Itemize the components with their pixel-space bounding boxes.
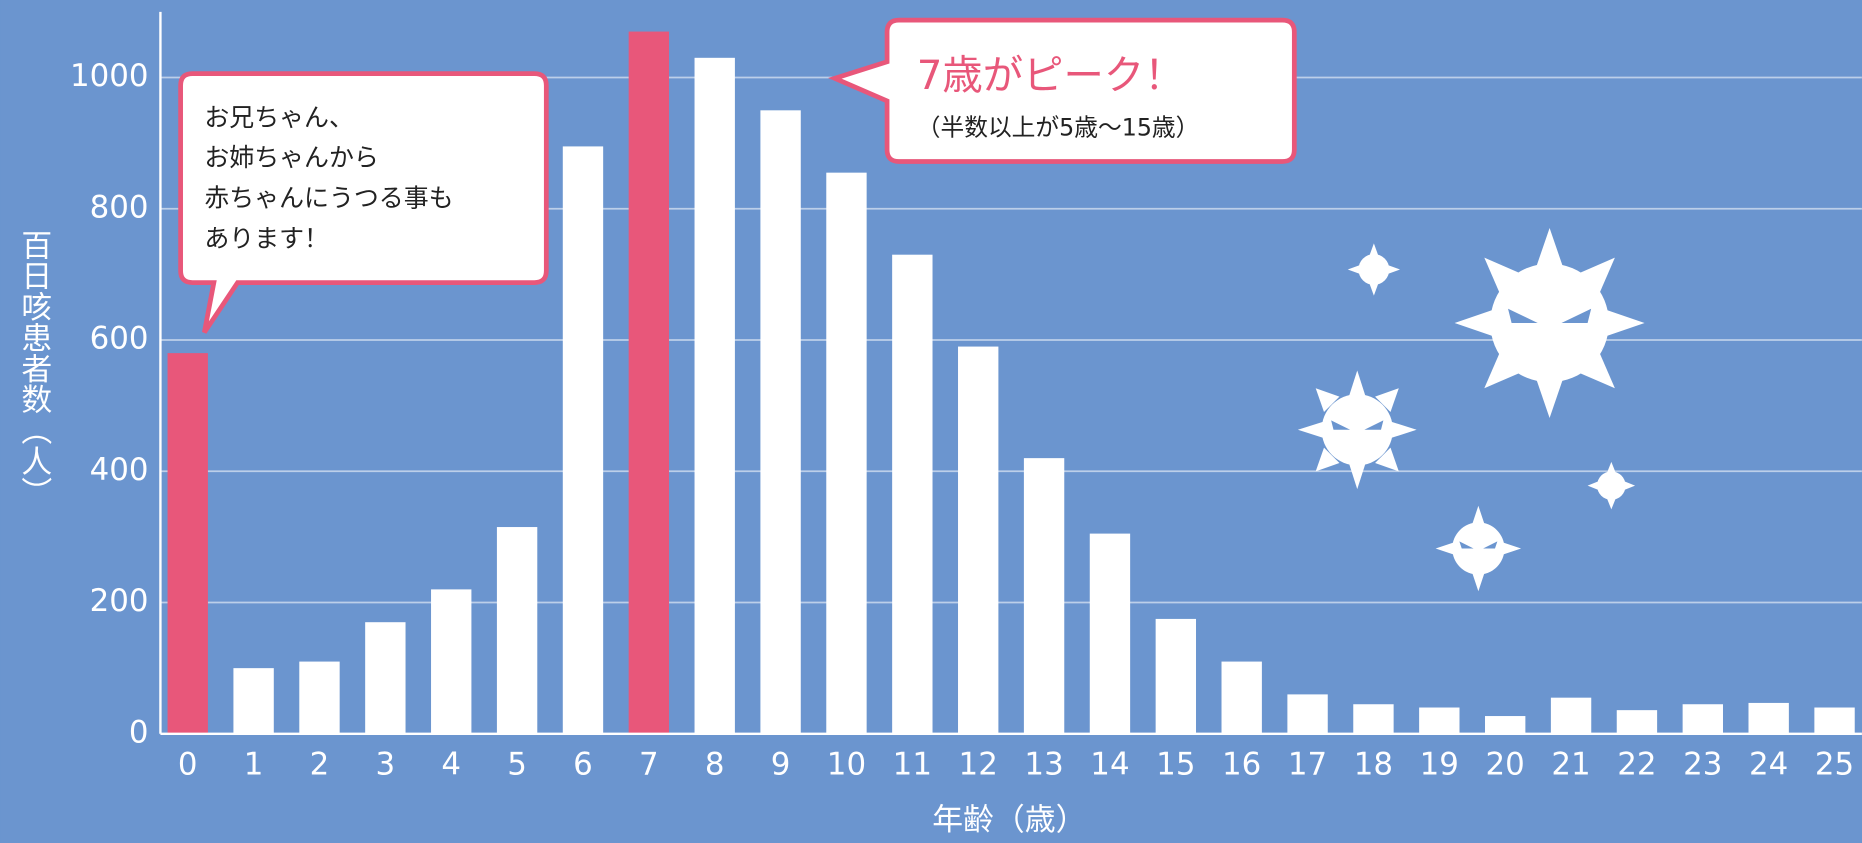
bar xyxy=(233,668,274,734)
x-tick-label: 3 xyxy=(376,746,396,782)
x-tick-label: 25 xyxy=(1815,746,1854,782)
bar xyxy=(1419,707,1460,734)
bar xyxy=(1353,704,1394,734)
callout-text: お兄ちゃん、 xyxy=(204,103,354,132)
bar xyxy=(1287,694,1328,734)
x-tick-label: 5 xyxy=(507,746,527,782)
x-tick-label: 24 xyxy=(1749,746,1788,782)
x-tick-label: 0 xyxy=(178,746,198,782)
bars xyxy=(167,31,1855,734)
x-tick-label: 23 xyxy=(1683,746,1722,782)
x-tick-label: 18 xyxy=(1354,746,1393,782)
bar xyxy=(496,527,538,734)
bar xyxy=(1814,707,1855,734)
bar xyxy=(1023,458,1065,734)
callout-text: 赤ちゃんにうつる事も xyxy=(204,184,453,213)
x-tick-label: 4 xyxy=(441,746,461,782)
y-tick-label: 0 xyxy=(129,714,149,750)
y-tick-label: 600 xyxy=(90,321,149,357)
bar xyxy=(167,353,208,734)
bar xyxy=(1748,702,1789,734)
y-tick-label: 1000 xyxy=(70,58,149,94)
bar xyxy=(958,346,999,734)
bar xyxy=(694,57,735,734)
x-tick-label: 2 xyxy=(310,746,330,782)
callout-box xyxy=(828,17,1297,164)
x-tick-label: 10 xyxy=(827,746,866,782)
x-tick-label: 15 xyxy=(1156,746,1195,782)
y-tick-label: 800 xyxy=(90,189,149,225)
y-axis-title: 百日咳患者数（人） xyxy=(15,229,51,507)
x-tick-label: 12 xyxy=(959,746,998,782)
bar xyxy=(1616,710,1658,734)
bar xyxy=(431,589,472,734)
bar xyxy=(1089,533,1131,734)
virus-decoration xyxy=(1297,227,1645,592)
bar xyxy=(1485,716,1526,734)
x-tick-label: 1 xyxy=(244,746,264,782)
bar xyxy=(892,254,933,734)
y-tick-label: 400 xyxy=(90,452,149,488)
y-tick-label: 200 xyxy=(90,583,149,619)
bar xyxy=(365,622,406,734)
bar xyxy=(1550,697,1592,734)
x-tick-label: 13 xyxy=(1024,746,1063,782)
x-tick-label: 7 xyxy=(639,746,659,782)
bar xyxy=(1221,661,1262,734)
callout-text: （半数以上が5歳〜15歳） xyxy=(917,113,1200,141)
x-tick-label: 8 xyxy=(705,746,725,782)
callout-title: 7歳がピーク！ xyxy=(917,52,1185,99)
x-tick-label: 14 xyxy=(1090,746,1129,782)
x-tick-label: 16 xyxy=(1222,746,1261,782)
x-tick-label: 22 xyxy=(1617,746,1656,782)
bar xyxy=(562,146,604,734)
bar xyxy=(299,661,340,734)
x-tick-label: 19 xyxy=(1420,746,1459,782)
x-tick-label: 21 xyxy=(1551,746,1590,782)
x-axis-title: 年齢（歳） xyxy=(932,802,1086,838)
x-tick-label: 9 xyxy=(771,746,791,782)
x-tick-label: 17 xyxy=(1288,746,1327,782)
x-tick-label: 20 xyxy=(1486,746,1525,782)
callout-text: あります！ xyxy=(204,224,329,253)
x-tick-label: 6 xyxy=(573,746,593,782)
callout-box xyxy=(178,71,549,334)
bar xyxy=(628,31,670,734)
x-tick-label: 11 xyxy=(893,746,932,782)
bar xyxy=(1155,618,1197,734)
bar xyxy=(760,110,801,734)
bar xyxy=(1682,704,1723,734)
callout-text: お姉ちゃんから xyxy=(204,143,378,172)
bar xyxy=(826,172,867,734)
